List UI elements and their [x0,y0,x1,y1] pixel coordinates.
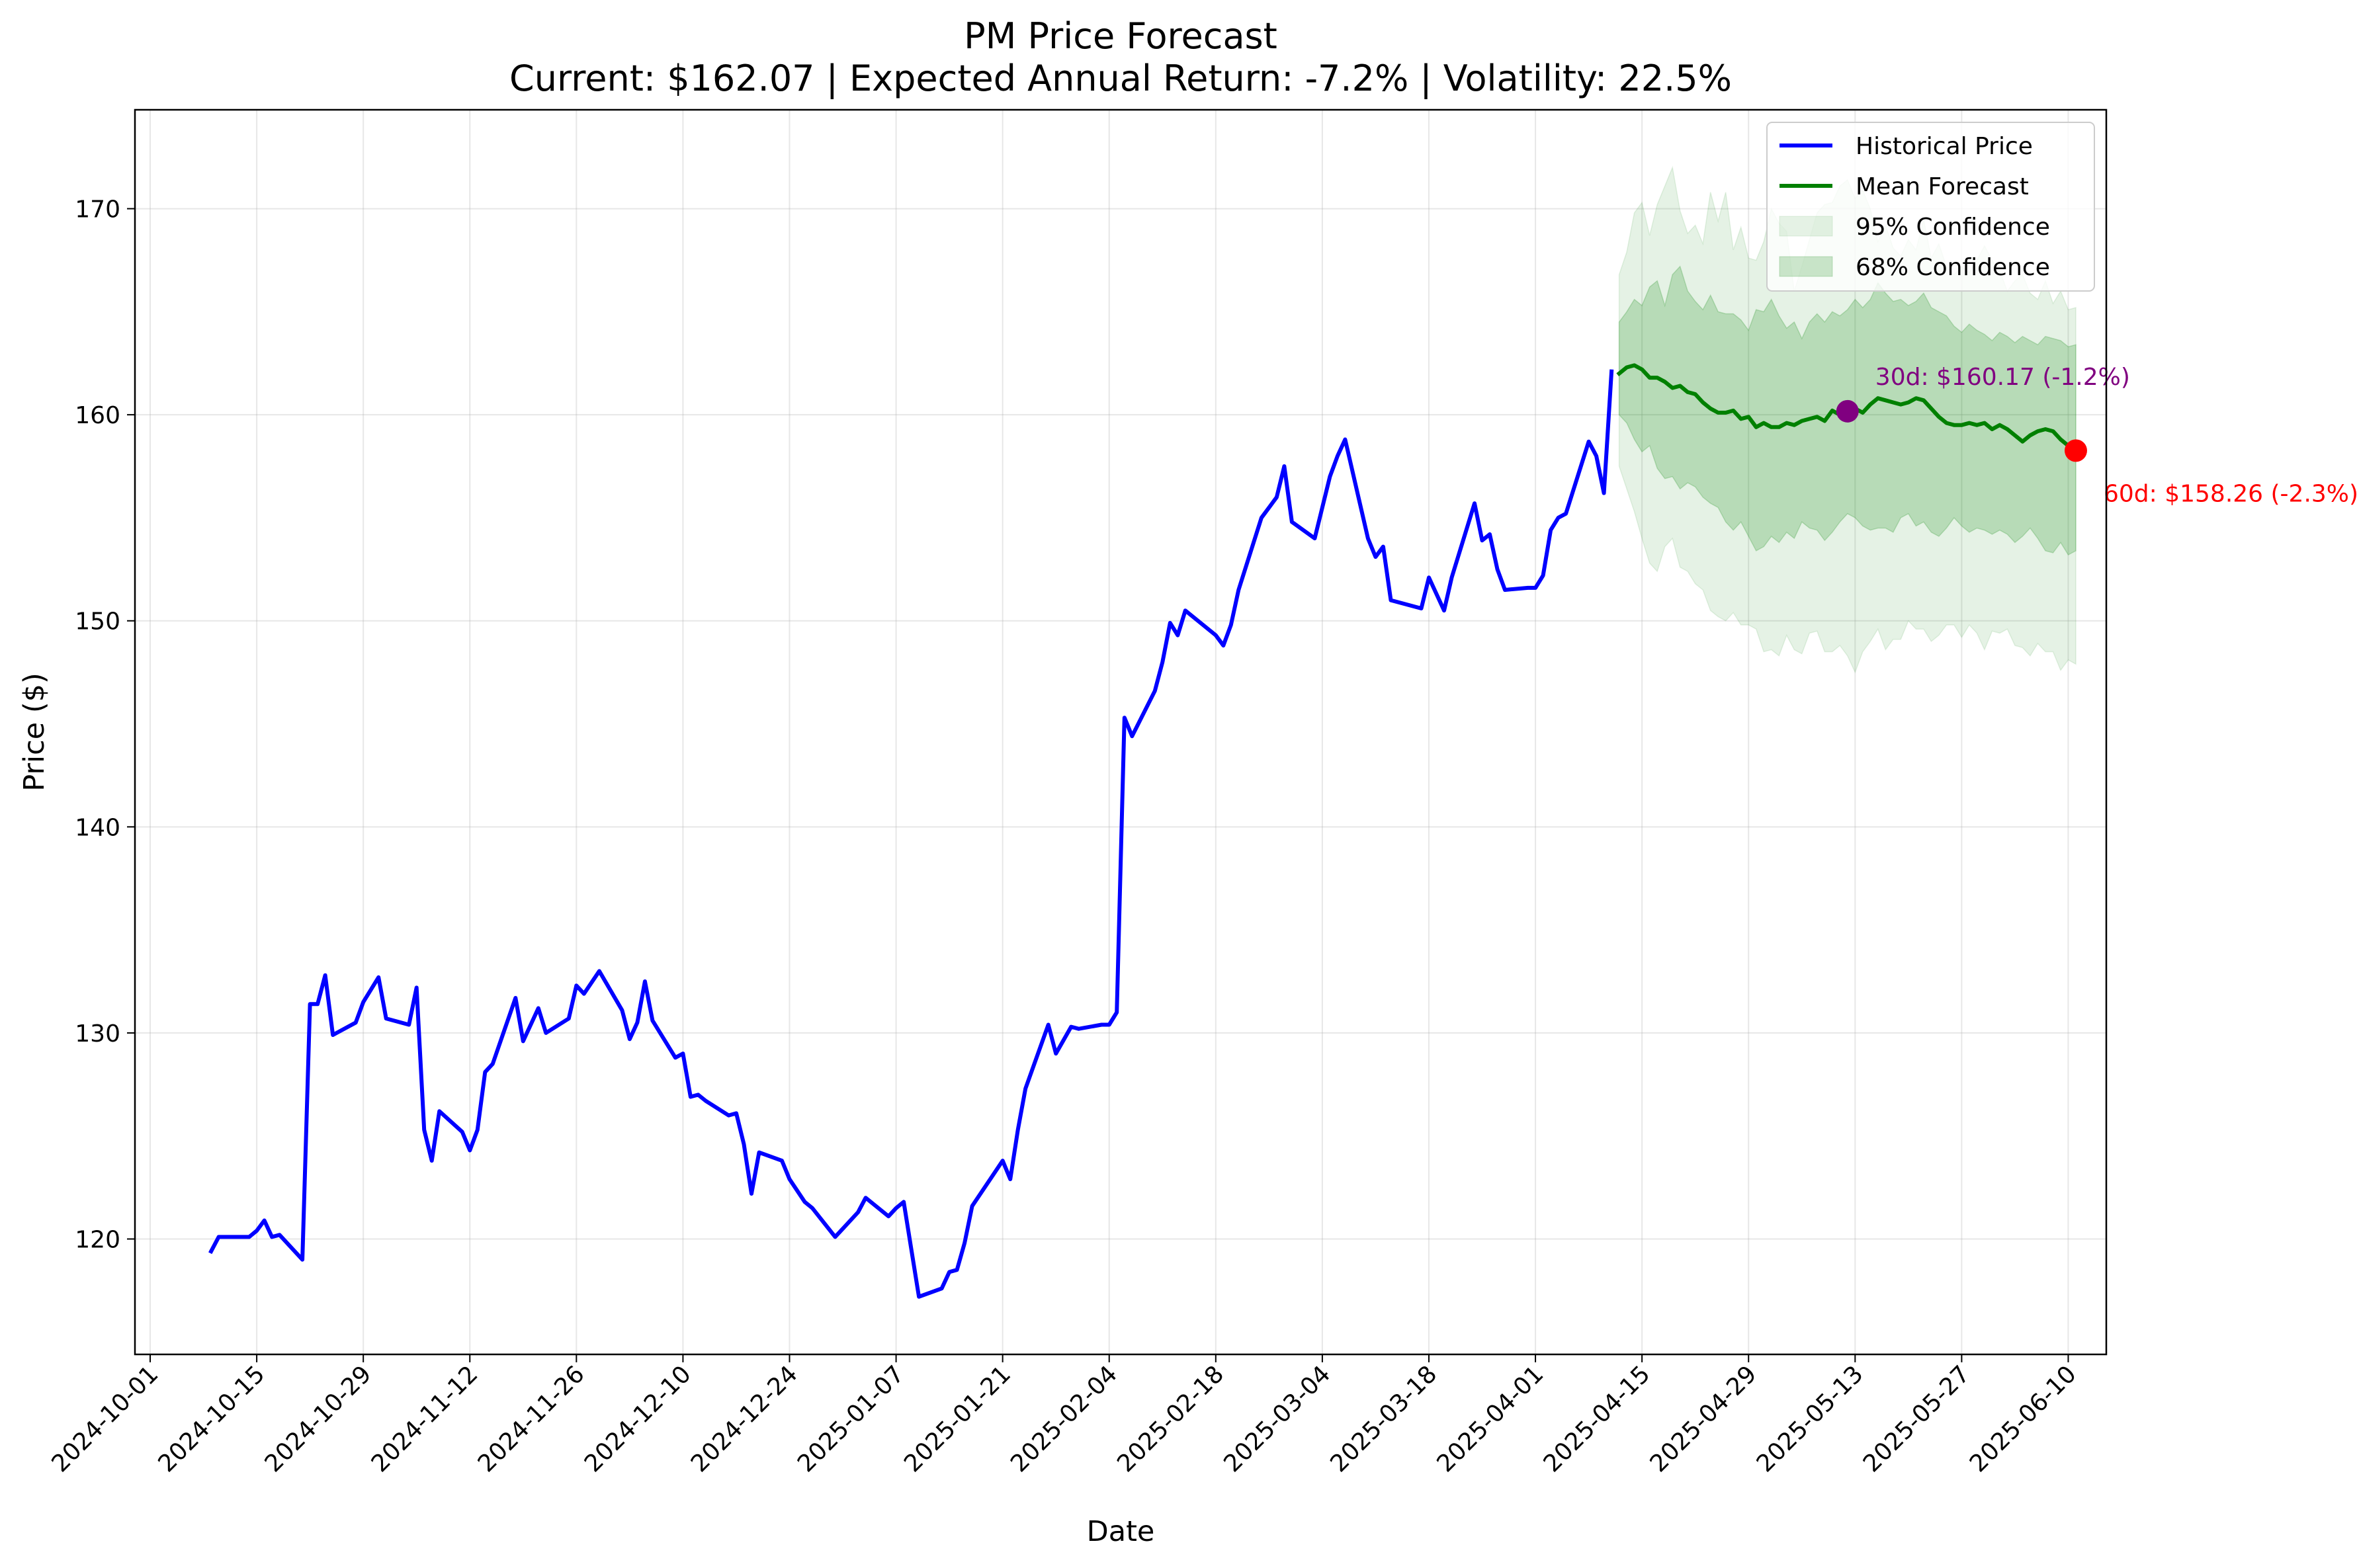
legend-swatch-95 [1779,216,1833,237]
y-axis-ticks: 120 130 140 150 160 170 [75,196,135,1254]
y-tick-label: 170 [75,196,120,224]
y-axis-label: Price ($) [18,673,51,791]
historical-price-line [208,369,1614,1299]
legend-box [1766,122,2095,292]
forecast-annotation-30d: 30d: $160.17 (-1.2%) [1875,364,2130,391]
y-tick-label: 150 [75,608,120,636]
legend: Historical Price Mean Forecast 95% Confi… [1766,122,2095,292]
y-tick-label: 160 [75,402,120,429]
forecast-marker-60d [2064,439,2087,462]
forecast-markers: 30d: $160.17 (-1.2%) 60d: $158.26 (-2.3%) [1836,364,2357,507]
y-tick-label: 120 [75,1227,120,1254]
forecast-annotation-60d: 60d: $158.26 (-2.3%) [2104,480,2357,507]
legend-label-68: 68% Confidence [1856,254,2050,281]
y-tick-label: 140 [75,814,120,841]
chart-title: PM Price Forecast [964,15,1277,57]
forecast-marker-30d [1836,399,1859,423]
chart-subtitle: Current: $162.07 | Expected Annual Retur… [509,58,1732,99]
y-tick-label: 130 [75,1020,120,1048]
legend-label-mean: Mean Forecast [1856,173,2029,200]
x-axis-label: Date [1087,1515,1155,1548]
legend-label-95: 95% Confidence [1856,214,2050,241]
plot-frame [134,108,2108,1356]
legend-label-historical: Historical Price [1856,133,2033,160]
legend-swatch-68 [1779,256,1833,277]
